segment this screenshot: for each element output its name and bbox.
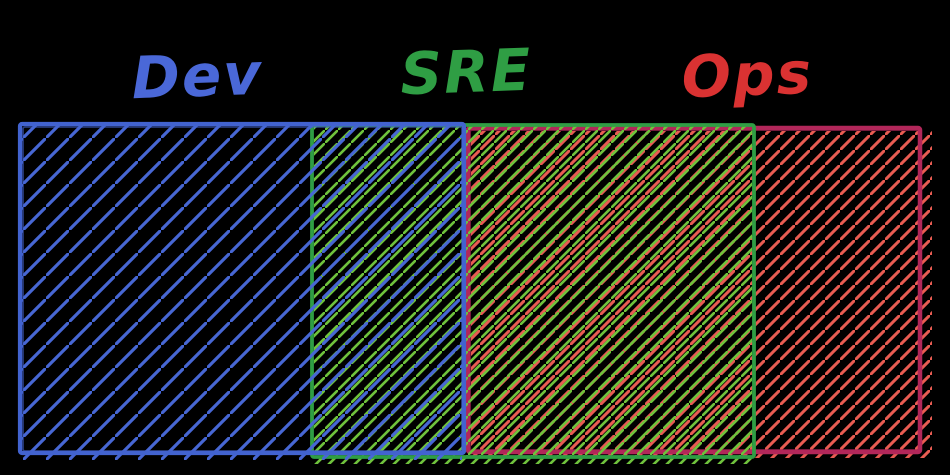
dev-border-sketch	[22, 126, 463, 452]
sre-label: SRE	[399, 36, 533, 109]
dev-set	[17, 121, 467, 460]
ops-label: Ops	[680, 39, 814, 112]
dev-label: Dev	[131, 40, 265, 113]
dev-border	[17, 121, 467, 456]
dev-hatch-area	[22, 126, 462, 460]
